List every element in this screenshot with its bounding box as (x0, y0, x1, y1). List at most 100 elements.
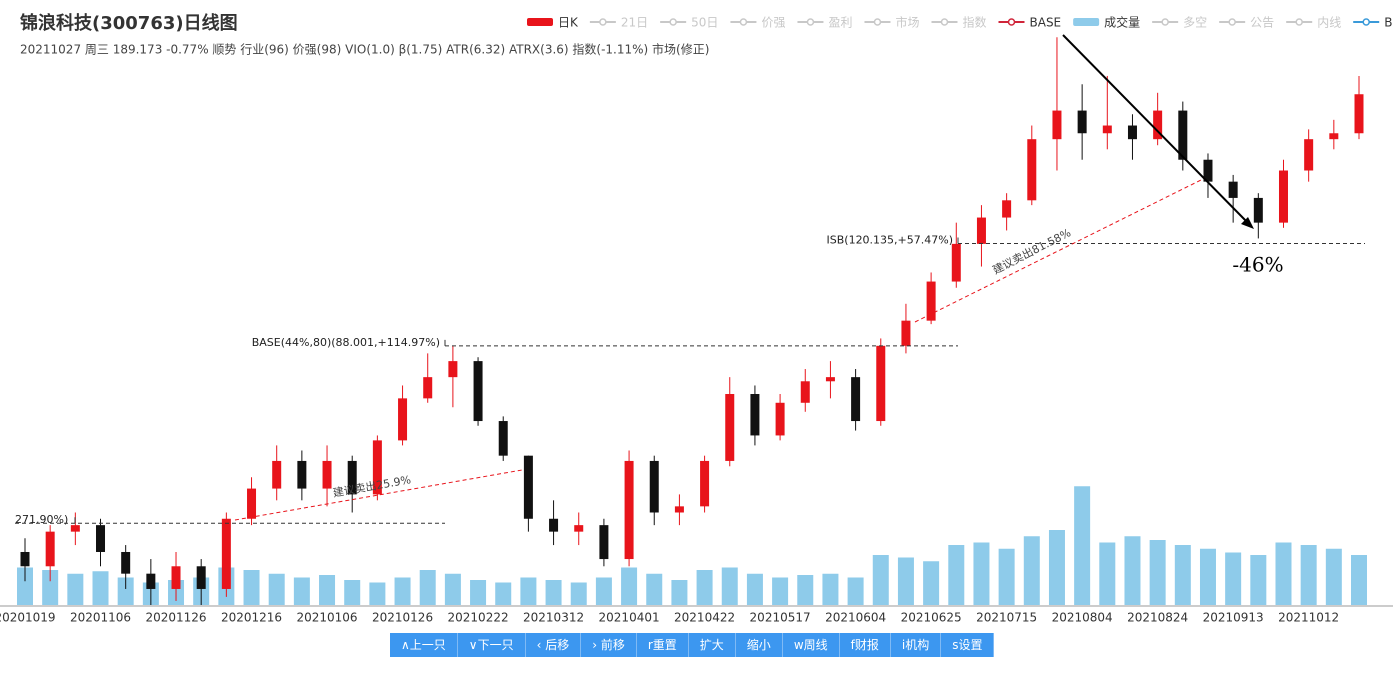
candle-body (473, 361, 483, 422)
candle-body (976, 217, 986, 244)
candle-body (1127, 125, 1137, 140)
legend-label[interactable]: BS (1384, 16, 1393, 30)
chart: 锦浪科技(300763)日线图 20211027 周三 189.173 -0.7… (0, 12, 1393, 625)
trend-line (914, 177, 1206, 323)
volume-bar (268, 573, 285, 605)
legend-label[interactable]: 公告 (1250, 16, 1274, 30)
legend-swatch[interactable] (739, 18, 748, 26)
legend-label[interactable]: 指数 (962, 15, 986, 30)
legend-label[interactable]: 盈利 (828, 16, 852, 30)
legend-label[interactable]: 价强 (761, 16, 785, 30)
volume-bar (1300, 545, 1317, 605)
volume-bar (671, 580, 688, 605)
legend-swatch[interactable] (1161, 18, 1169, 26)
candle-body (1278, 170, 1288, 223)
level-label: 271.90%) (15, 513, 68, 526)
candle-body (1002, 200, 1012, 218)
toolbar-button[interactable]: i机构 (890, 633, 942, 657)
volume-bar (847, 577, 864, 605)
candle-body (121, 551, 131, 574)
candle-body (347, 460, 357, 495)
toolbar-button[interactable]: ∨下一只 (457, 633, 526, 657)
candle-body (800, 381, 810, 403)
toolbar-button[interactable]: s设置 (941, 633, 995, 657)
volume-bar (646, 573, 663, 605)
candle-body (1102, 125, 1112, 134)
chart-subtitle: 20211027 周三 189.173 -0.77% 顺势 行业(96) 价强(… (20, 42, 709, 57)
candle-body (70, 525, 80, 532)
volume-bar (923, 561, 940, 605)
x-tick-label: 20210824 (1127, 611, 1188, 625)
candle-body (196, 566, 206, 589)
legend-label[interactable]: 成交量 (1104, 15, 1140, 30)
legend-label[interactable]: 50日 (691, 16, 718, 30)
volume-bar (721, 567, 738, 605)
candle-body (297, 460, 307, 489)
x-tick-label: 20210913 (1203, 611, 1264, 625)
volume-bar (117, 577, 134, 605)
toolbar-button[interactable]: r重置 (636, 633, 689, 657)
legend-swatch[interactable] (1295, 18, 1303, 26)
candle-body (876, 345, 886, 422)
candle-body (1178, 110, 1188, 160)
candle-body (851, 377, 861, 422)
volume-bar (1174, 545, 1191, 605)
candle-body (750, 394, 760, 436)
toolbar-button[interactable]: › 前移 (581, 633, 637, 657)
volume-bar (17, 567, 33, 605)
legend-swatch[interactable] (940, 18, 949, 26)
legend-label[interactable]: 多空 (1183, 16, 1207, 30)
volume-bar (319, 575, 336, 605)
x-tick-label: 20210126 (372, 611, 433, 625)
candle-body (20, 551, 30, 567)
candle-body (45, 531, 55, 567)
volume-bar (42, 570, 59, 605)
volume-bar (772, 577, 789, 605)
candle-body (498, 421, 508, 456)
volume-bar (973, 542, 990, 605)
legend-label[interactable]: BASE (1030, 16, 1062, 30)
x-tick-label: 20211012 (1278, 611, 1339, 625)
legend-swatch[interactable] (1228, 18, 1236, 26)
x-tick-label: 20210517 (750, 611, 811, 625)
volume-bar (1225, 552, 1242, 605)
candle-body (1253, 197, 1263, 223)
candle-body (624, 460, 634, 560)
legend-label[interactable]: 21日 (621, 16, 648, 30)
legend-swatch[interactable] (1007, 18, 1016, 26)
x-tick-label: 20210625 (901, 611, 962, 625)
legend-swatch[interactable] (806, 18, 815, 26)
legend-label[interactable]: 市场 (895, 15, 919, 30)
x-tick-label: 20210604 (825, 611, 886, 625)
annotation: 建议卖出81.58% (990, 225, 1073, 276)
candle-body (96, 525, 106, 552)
arrow-head (1241, 217, 1254, 229)
volume-bar (1099, 542, 1116, 605)
toolbar-button[interactable]: ∧上一只 (390, 633, 458, 657)
toolbar-button[interactable]: w周线 (782, 633, 840, 657)
candle-body (1052, 110, 1062, 140)
legend-swatch[interactable] (527, 18, 553, 26)
candle-body (372, 440, 382, 495)
legend-swatch[interactable] (873, 18, 882, 26)
legend-label[interactable]: 日K (558, 16, 579, 30)
volume-bar (1351, 555, 1367, 605)
volume-bar (1048, 530, 1065, 605)
candle-body (272, 460, 282, 489)
volume-bar (394, 577, 411, 605)
toolbar-button[interactable]: f财报 (839, 633, 891, 657)
candle-body (649, 460, 659, 513)
volume-bar (419, 570, 436, 605)
toolbar-button[interactable]: 缩小 (735, 633, 783, 657)
legend-swatch[interactable] (669, 18, 677, 26)
legend-swatch[interactable] (599, 18, 607, 26)
toolbar-button[interactable]: 扩大 (688, 633, 736, 657)
candle-body (523, 455, 533, 519)
toolbar-button[interactable]: ‹ 后移 (525, 633, 582, 657)
candle-body (398, 398, 408, 441)
legend-swatch[interactable] (1362, 18, 1370, 26)
legend-swatch[interactable] (1073, 18, 1100, 26)
legend-label[interactable]: 内线 (1317, 16, 1341, 30)
candle-body (951, 243, 961, 282)
candle-body (1027, 139, 1037, 201)
